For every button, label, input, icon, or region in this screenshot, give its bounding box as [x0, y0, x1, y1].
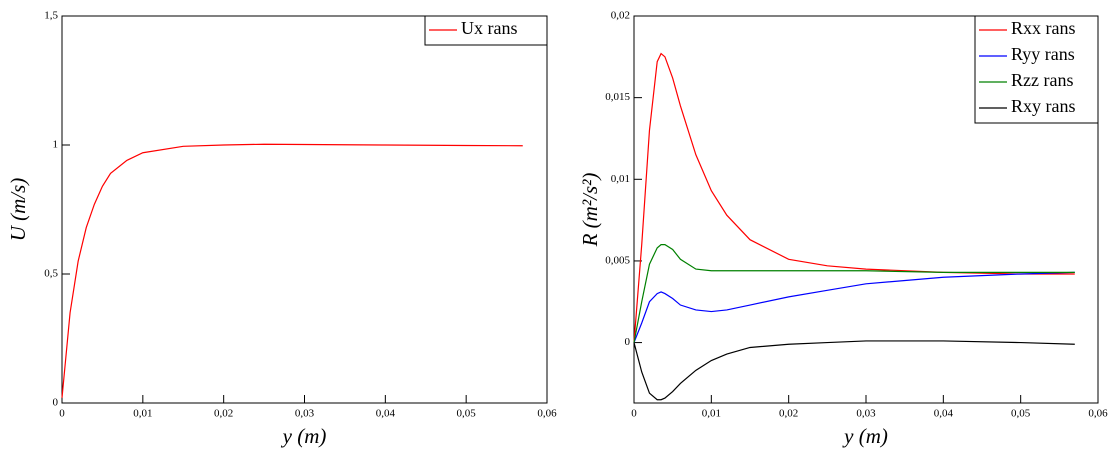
data-line — [61, 143, 523, 398]
x-tick-label: 0,04 — [376, 408, 396, 420]
y-tick-label: 0,015 — [605, 91, 630, 103]
x-tick-label: 0,01 — [133, 408, 152, 420]
x-tick-label: 0,01 — [702, 408, 721, 420]
legend-box — [974, 15, 1099, 124]
data-line — [633, 244, 1075, 343]
x-tick-label: 0 — [631, 408, 637, 420]
data-line — [633, 271, 1075, 343]
x-tick-label: 0 — [59, 408, 65, 420]
y-tick-label: 0,005 — [605, 254, 630, 266]
data-line — [633, 340, 1075, 401]
x-tick-label: 0,03 — [856, 408, 876, 420]
data-line — [633, 52, 1075, 343]
y-tick-label: 0 — [53, 397, 59, 409]
y-tick-label: 0 — [625, 336, 631, 348]
legend-label: Ryy rans — [1011, 44, 1075, 64]
y-tick-label: 1,5 — [44, 10, 58, 22]
y-tick-label: 0,5 — [44, 268, 58, 280]
y-axis-label: R (m²/s²) — [578, 173, 602, 248]
legend-label: Rxy rans — [1011, 96, 1076, 116]
x-tick-label: 0,06 — [537, 408, 557, 420]
legend-label: Rzz rans — [1011, 70, 1073, 90]
x-axis-label: y (m) — [842, 424, 888, 448]
x-tick-label: 0,05 — [457, 408, 477, 420]
y-axis-label: U (m/s) — [6, 178, 30, 242]
x-tick-label: 0,03 — [295, 408, 315, 420]
x-tick-label: 0,06 — [1088, 408, 1108, 420]
x-tick-label: 0,04 — [934, 408, 954, 420]
x-tick-label: 0,02 — [214, 408, 233, 420]
legend-label: Rxx rans — [1011, 18, 1076, 38]
plot-frame — [61, 15, 548, 404]
x-tick-label: 0,02 — [779, 408, 798, 420]
legend-label: Ux rans — [461, 18, 518, 38]
x-tick-label: 0,05 — [1011, 408, 1031, 420]
y-tick-label: 1 — [53, 139, 59, 151]
y-tick-label: 0,02 — [611, 10, 630, 22]
plot-frame — [633, 15, 1099, 404]
y-tick-label: 0,01 — [611, 173, 630, 185]
x-axis-label: y (m) — [281, 424, 327, 448]
